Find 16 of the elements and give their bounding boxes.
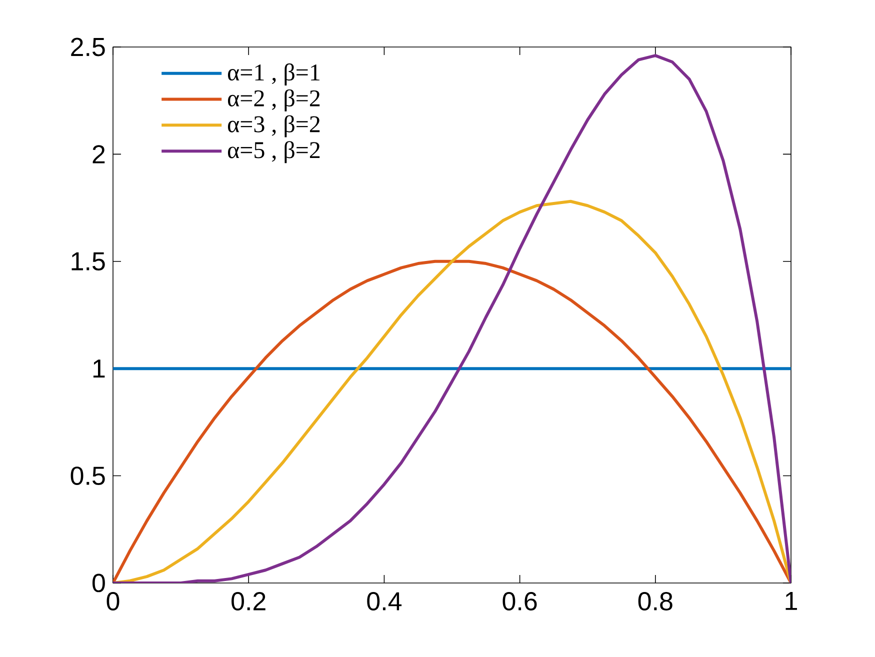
x-tick-label: 0.6 (502, 592, 537, 610)
x-tick-label: 0.8 (638, 592, 672, 610)
legend-label: α=1 , β=1 (228, 63, 320, 86)
y-tick-label: 0.5 (70, 466, 105, 485)
x-tick-label: 0 (106, 592, 120, 610)
legend-label: α=2 , β=2 (228, 89, 320, 112)
y-tick-label: 2.5 (71, 38, 105, 56)
x-tick-label: 1 (786, 592, 797, 610)
legend-label: α=3 , β=2 (228, 115, 320, 138)
y-tick-label: 2 (92, 145, 105, 164)
y-tick-label: 1.5 (72, 252, 105, 270)
x-tick-label: 0.2 (232, 592, 266, 610)
y-tick-label: 1 (93, 360, 105, 378)
y-tick-label: 0 (92, 574, 105, 592)
legend-label: α=5 , β=2 (228, 141, 320, 164)
x-tick-label: 0.4 (367, 592, 402, 610)
